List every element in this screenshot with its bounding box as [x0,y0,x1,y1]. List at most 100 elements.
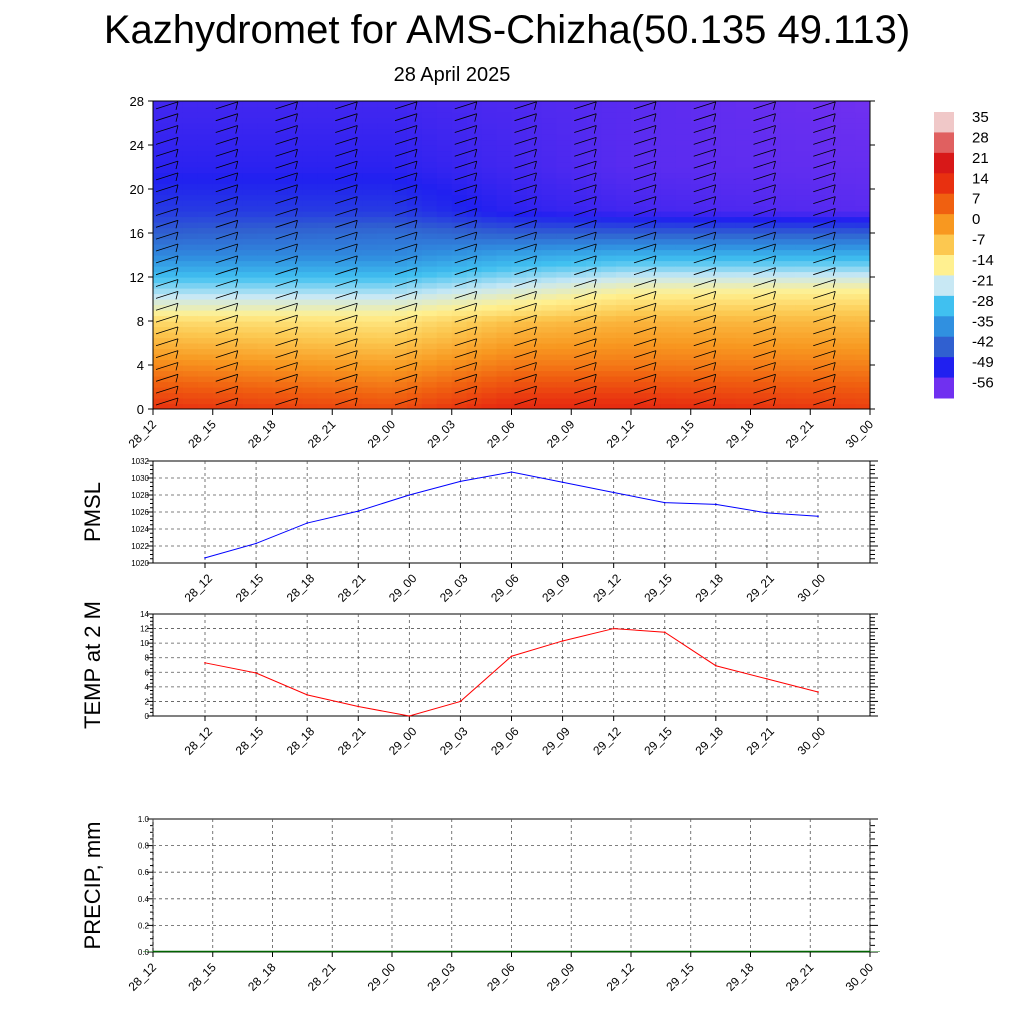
heatmap-cell [750,112,767,119]
colorbar-label: 7 [972,191,980,208]
heatmap-cell [212,167,229,174]
heatmap-cell [675,337,692,344]
heatmap-cell [795,359,811,366]
heatmap-cell [481,167,498,174]
heatmap-cell [182,200,199,207]
heatmap-cell [765,112,781,119]
heatmap-cell [332,387,348,394]
heatmap-cell [197,134,214,141]
heatmap-cell [586,222,602,229]
heatmap-cell [556,398,572,405]
heatmap-cell [242,348,259,355]
heatmap-cell [406,139,423,146]
heatmap-cell [616,266,632,273]
heatmap-cell [496,183,513,190]
heatmap-cell [526,398,542,405]
heatmap-cell [631,310,647,317]
heatmap-cell [840,321,856,328]
heatmap-cell [287,167,303,174]
wind-barb [574,350,597,359]
heatmap-cell [197,271,214,278]
heatmap-cell [765,172,781,179]
heatmap-cell [720,337,737,344]
heatmap-cell [511,112,528,119]
wind-barb [813,243,836,253]
heatmap-cell [720,392,737,399]
wind-barb [753,113,776,122]
heatmap-cell [765,128,781,135]
heatmap-cell [735,376,752,383]
heatmap-cell [496,205,513,212]
heatmap-cell [242,238,259,245]
heatmap-cell [302,249,318,256]
data-point [715,503,717,506]
heatmap-cell [436,255,453,262]
heatmap-cell [436,343,453,350]
x-tick-label: 28_12 [126,417,160,451]
heatmap-cell [153,123,169,130]
heatmap-cell [406,238,423,245]
heatmap-cell [167,304,184,311]
heatmap-cell [421,387,438,394]
heatmap-cell [631,392,647,399]
heatmap-cell [496,359,513,366]
wind-barb [335,338,358,347]
y-tick-label: 10 [140,639,149,648]
heatmap-cell [167,255,184,262]
heatmap-cell [840,183,856,190]
heatmap-cell [332,227,348,234]
heatmap-cell [810,255,826,262]
colorbar-label: 14 [972,170,989,187]
heatmap-cell [645,211,662,218]
data-point [663,501,666,504]
wind-barb [873,398,895,406]
heatmap-cell [855,255,870,262]
heatmap-cell [795,398,811,405]
heatmap-cell [212,216,229,223]
heatmap-cell [392,156,408,163]
heatmap-cell [526,150,542,157]
heatmap-cell [571,233,587,240]
wind-barb [693,231,717,241]
heatmap-cell [765,376,781,383]
heatmap-cell [182,260,199,267]
heatmap-cell [212,194,229,201]
heatmap-cell [631,260,647,267]
heatmap-cell [272,117,289,124]
heatmap-cell [302,150,318,157]
heatmap-cell [242,244,259,251]
heatmap-cell [436,392,453,399]
x-tick-label: 29_06 [488,724,522,758]
heatmap-cell [377,354,393,361]
heatmap-cell [810,189,826,196]
heatmap-cell [526,227,542,234]
heatmap-cell [392,343,408,350]
heatmap-cell [840,310,856,317]
heatmap-cell [631,200,647,207]
heatmap-cell [586,343,602,350]
heatmap-cell [750,277,767,284]
heatmap-cell [750,205,767,212]
heatmap-cell [855,112,870,119]
heatmap-cell [735,282,752,289]
heatmap-cell [780,332,796,339]
y-tick-label: 1032 [131,457,149,466]
heatmap-cell [406,255,423,262]
colorbar-label: -14 [972,252,994,269]
heatmap-cell [362,222,378,229]
heatmap-cell [705,200,722,207]
wind-barb [394,279,418,288]
heatmap-cell [287,332,303,339]
heatmap-cell [257,337,274,344]
wind-barb [873,339,895,347]
heatmap-cell [377,167,393,174]
heatmap-cell [660,161,677,168]
heatmap-cell [302,117,318,124]
wind-barb [574,279,597,288]
heatmap-cell [242,211,259,218]
x-tick-label: 29_15 [641,571,675,605]
heatmap-cell [347,392,363,399]
wind-barb [454,350,478,359]
heatmap-cell [287,112,303,119]
heatmap-cell [825,101,841,108]
